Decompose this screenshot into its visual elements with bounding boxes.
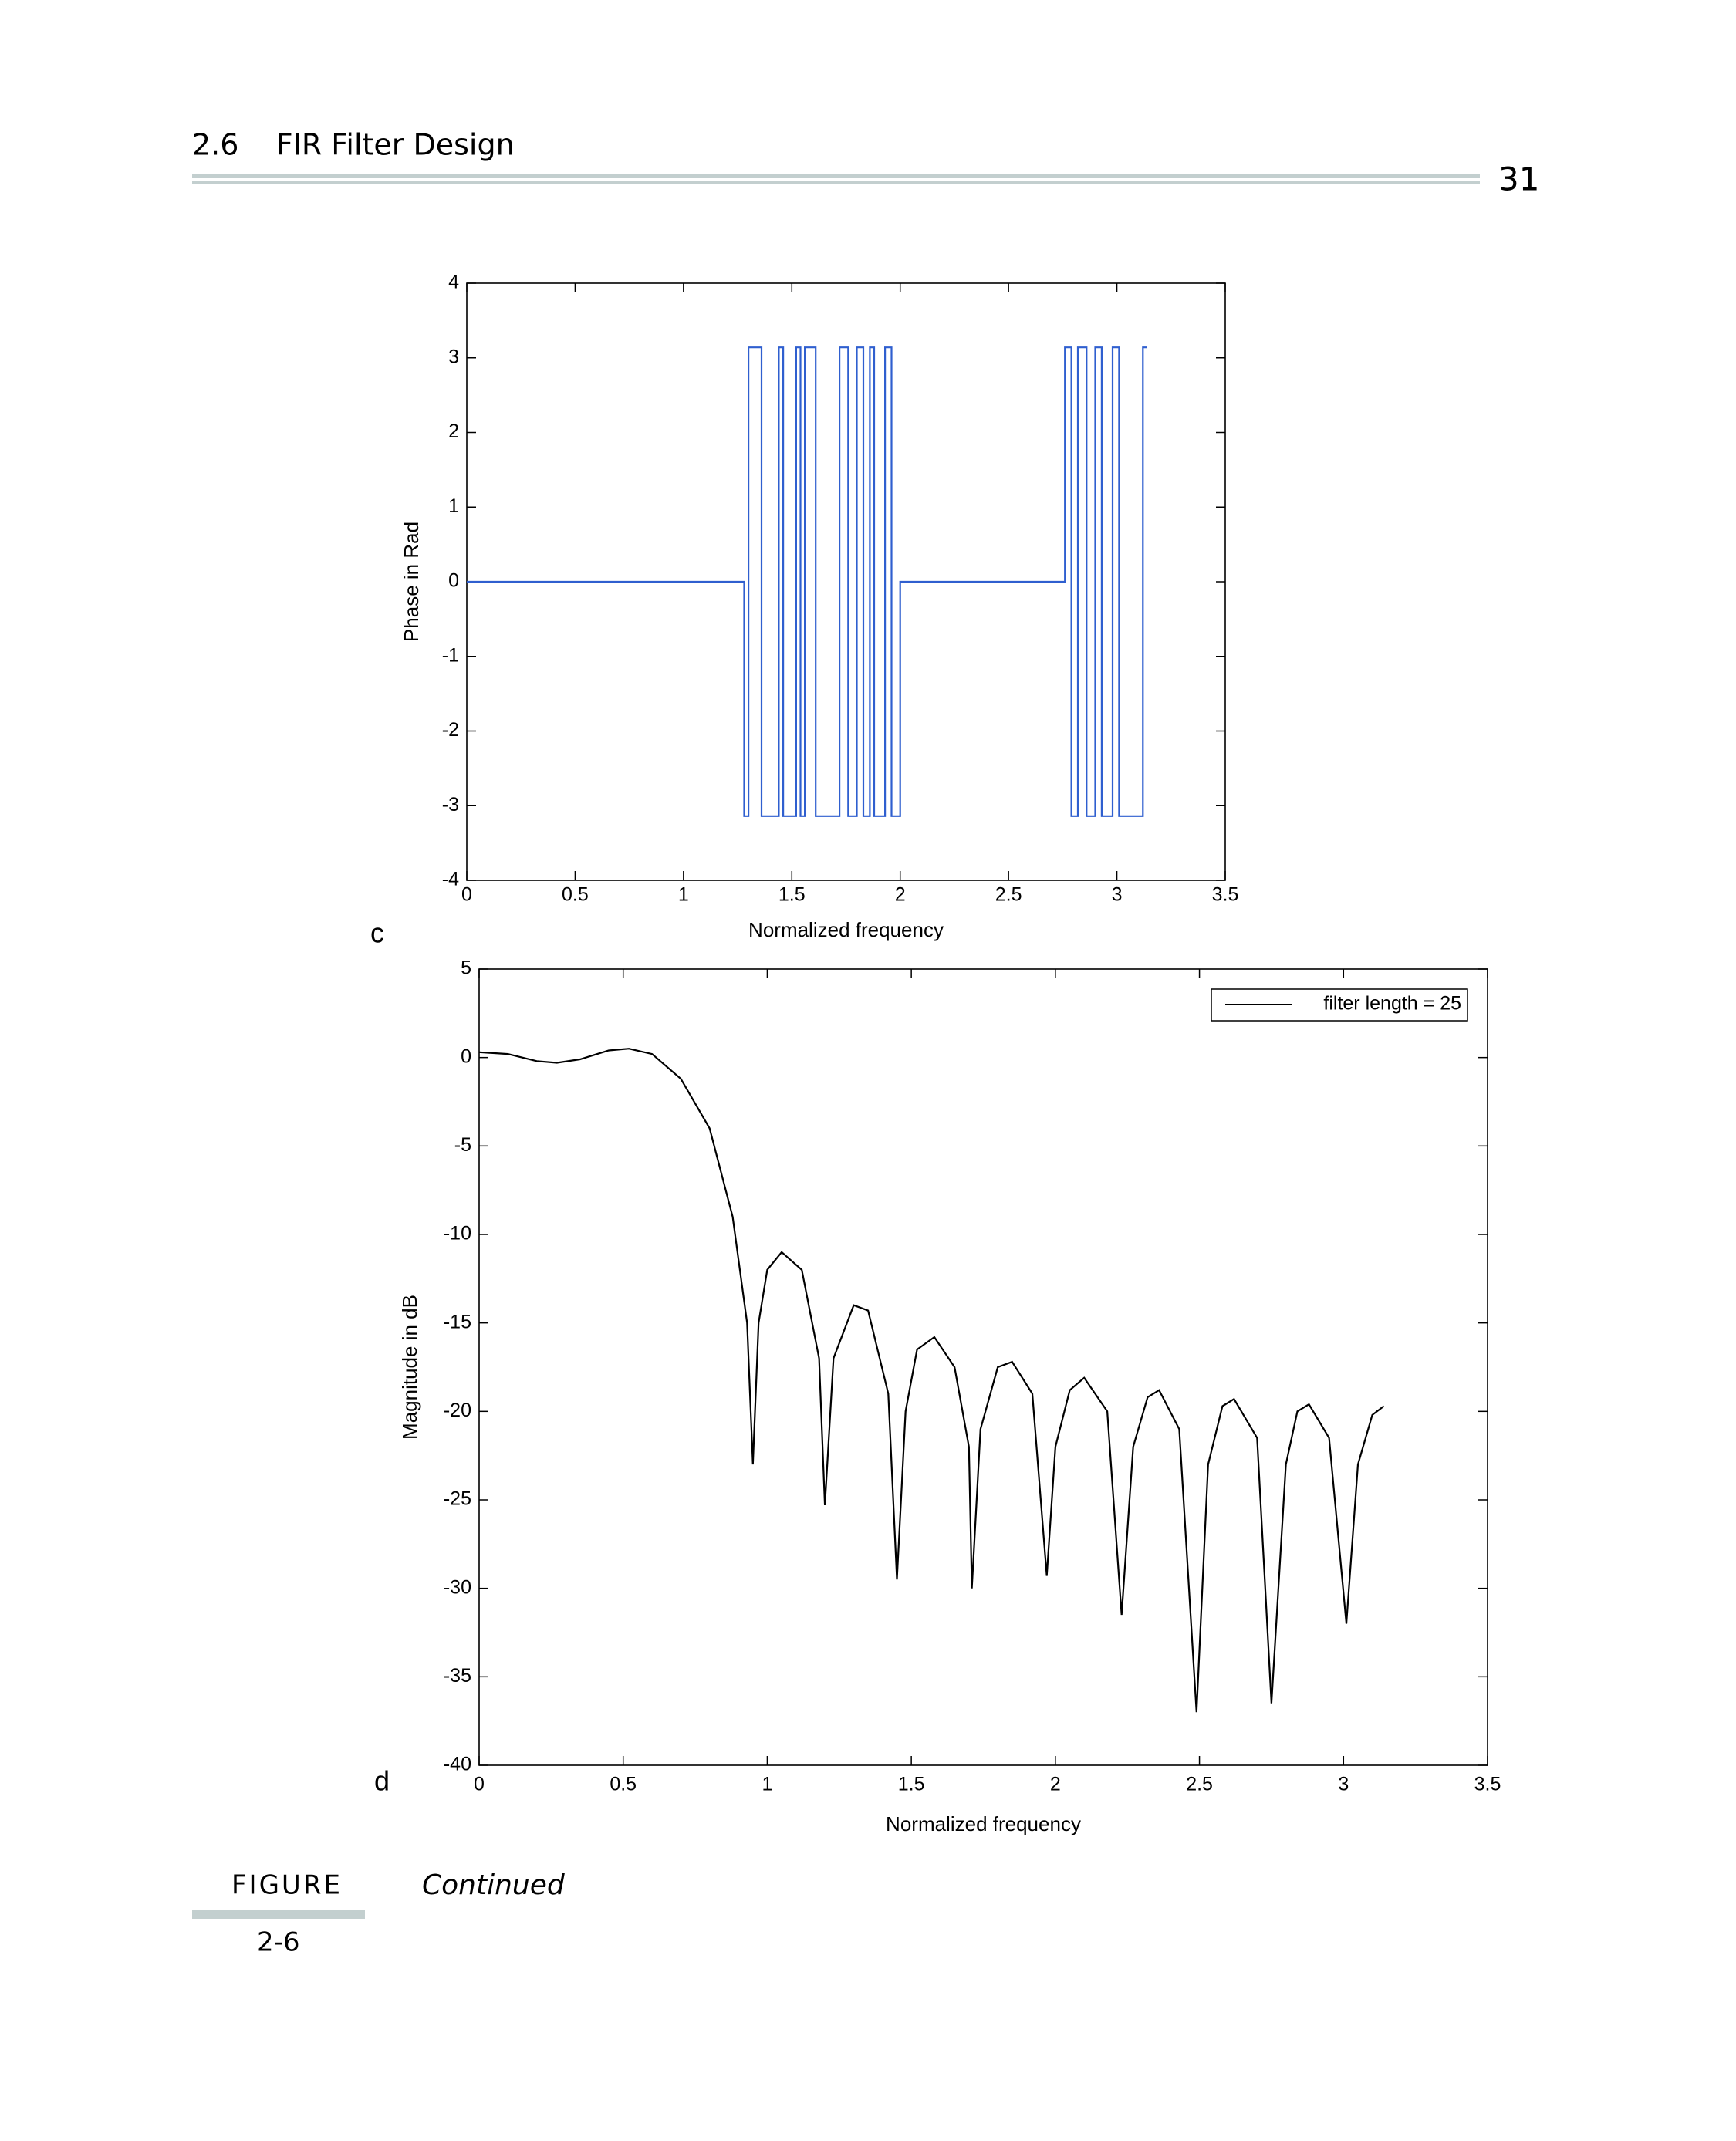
y-tick-label: 5	[461, 957, 471, 979]
x-tick-label: 1	[762, 1774, 772, 1795]
y-tick-label: -10	[444, 1223, 471, 1244]
x-tick-label: 2	[895, 884, 906, 906]
x-tick-label: 2.5	[1186, 1774, 1213, 1795]
x-tick-label: 1.5	[778, 884, 806, 906]
y-tick-label: -20	[444, 1400, 471, 1421]
y-tick-label: 3	[448, 346, 459, 367]
x-axis-label: Normalized frequency	[748, 918, 944, 941]
caption-text: Continued	[422, 1869, 566, 1901]
y-tick-label: -25	[444, 1488, 471, 1510]
panel-label: c	[370, 917, 384, 949]
y-tick-label: -3	[442, 794, 459, 816]
y-tick-label: 4	[448, 272, 459, 293]
x-tick-label: 3.5	[1212, 884, 1239, 906]
y-tick-label: -2	[442, 719, 459, 741]
x-tick-label: 0	[461, 884, 472, 906]
x-tick-label: 1.5	[898, 1774, 925, 1795]
x-tick-label: 3	[1338, 1774, 1349, 1795]
page-number: 31	[1498, 160, 1539, 198]
y-axis-label: Magnitude in dB	[398, 1295, 421, 1440]
caption-label: FIGURE	[231, 1870, 343, 1901]
y-tick-label: 0	[448, 570, 459, 592]
section-header: 2.6 FIR Filter Design	[192, 128, 515, 162]
data-line	[478, 1048, 1385, 1713]
y-tick-label: 0	[461, 1045, 471, 1067]
y-tick-label: -30	[444, 1576, 471, 1598]
y-axis-label: Phase in Rad	[400, 522, 423, 642]
y-tick-label: -35	[444, 1665, 471, 1687]
legend-label: filter length = 25	[1323, 993, 1461, 1015]
y-tick-label: 1	[448, 495, 459, 517]
x-tick-label: 2.5	[995, 884, 1022, 906]
x-axis-label: Normalized frequency	[886, 1812, 1081, 1835]
y-tick-label: -40	[444, 1754, 471, 1775]
header-rule	[192, 174, 1480, 178]
y-tick-label: -5	[454, 1134, 471, 1156]
y-tick-label: -15	[444, 1311, 471, 1332]
x-tick-label: 3.5	[1474, 1774, 1501, 1795]
x-tick-label: 0.5	[562, 884, 589, 906]
y-tick-label: 2	[448, 420, 459, 442]
y-tick-label: -4	[442, 869, 459, 890]
panel-label: d	[374, 1765, 390, 1797]
x-tick-label: 0	[474, 1774, 485, 1795]
x-tick-label: 0.5	[610, 1774, 637, 1795]
x-tick-label: 3	[1112, 884, 1123, 906]
plot-frame	[478, 968, 1488, 1766]
y-tick-label: -1	[442, 644, 459, 666]
caption-bar	[192, 1910, 365, 1919]
x-tick-label: 2	[1050, 1774, 1061, 1795]
caption-number: 2-6	[257, 1927, 300, 1958]
data-line	[467, 346, 1147, 817]
x-tick-label: 1	[678, 884, 689, 906]
header-rule	[192, 181, 1480, 184]
